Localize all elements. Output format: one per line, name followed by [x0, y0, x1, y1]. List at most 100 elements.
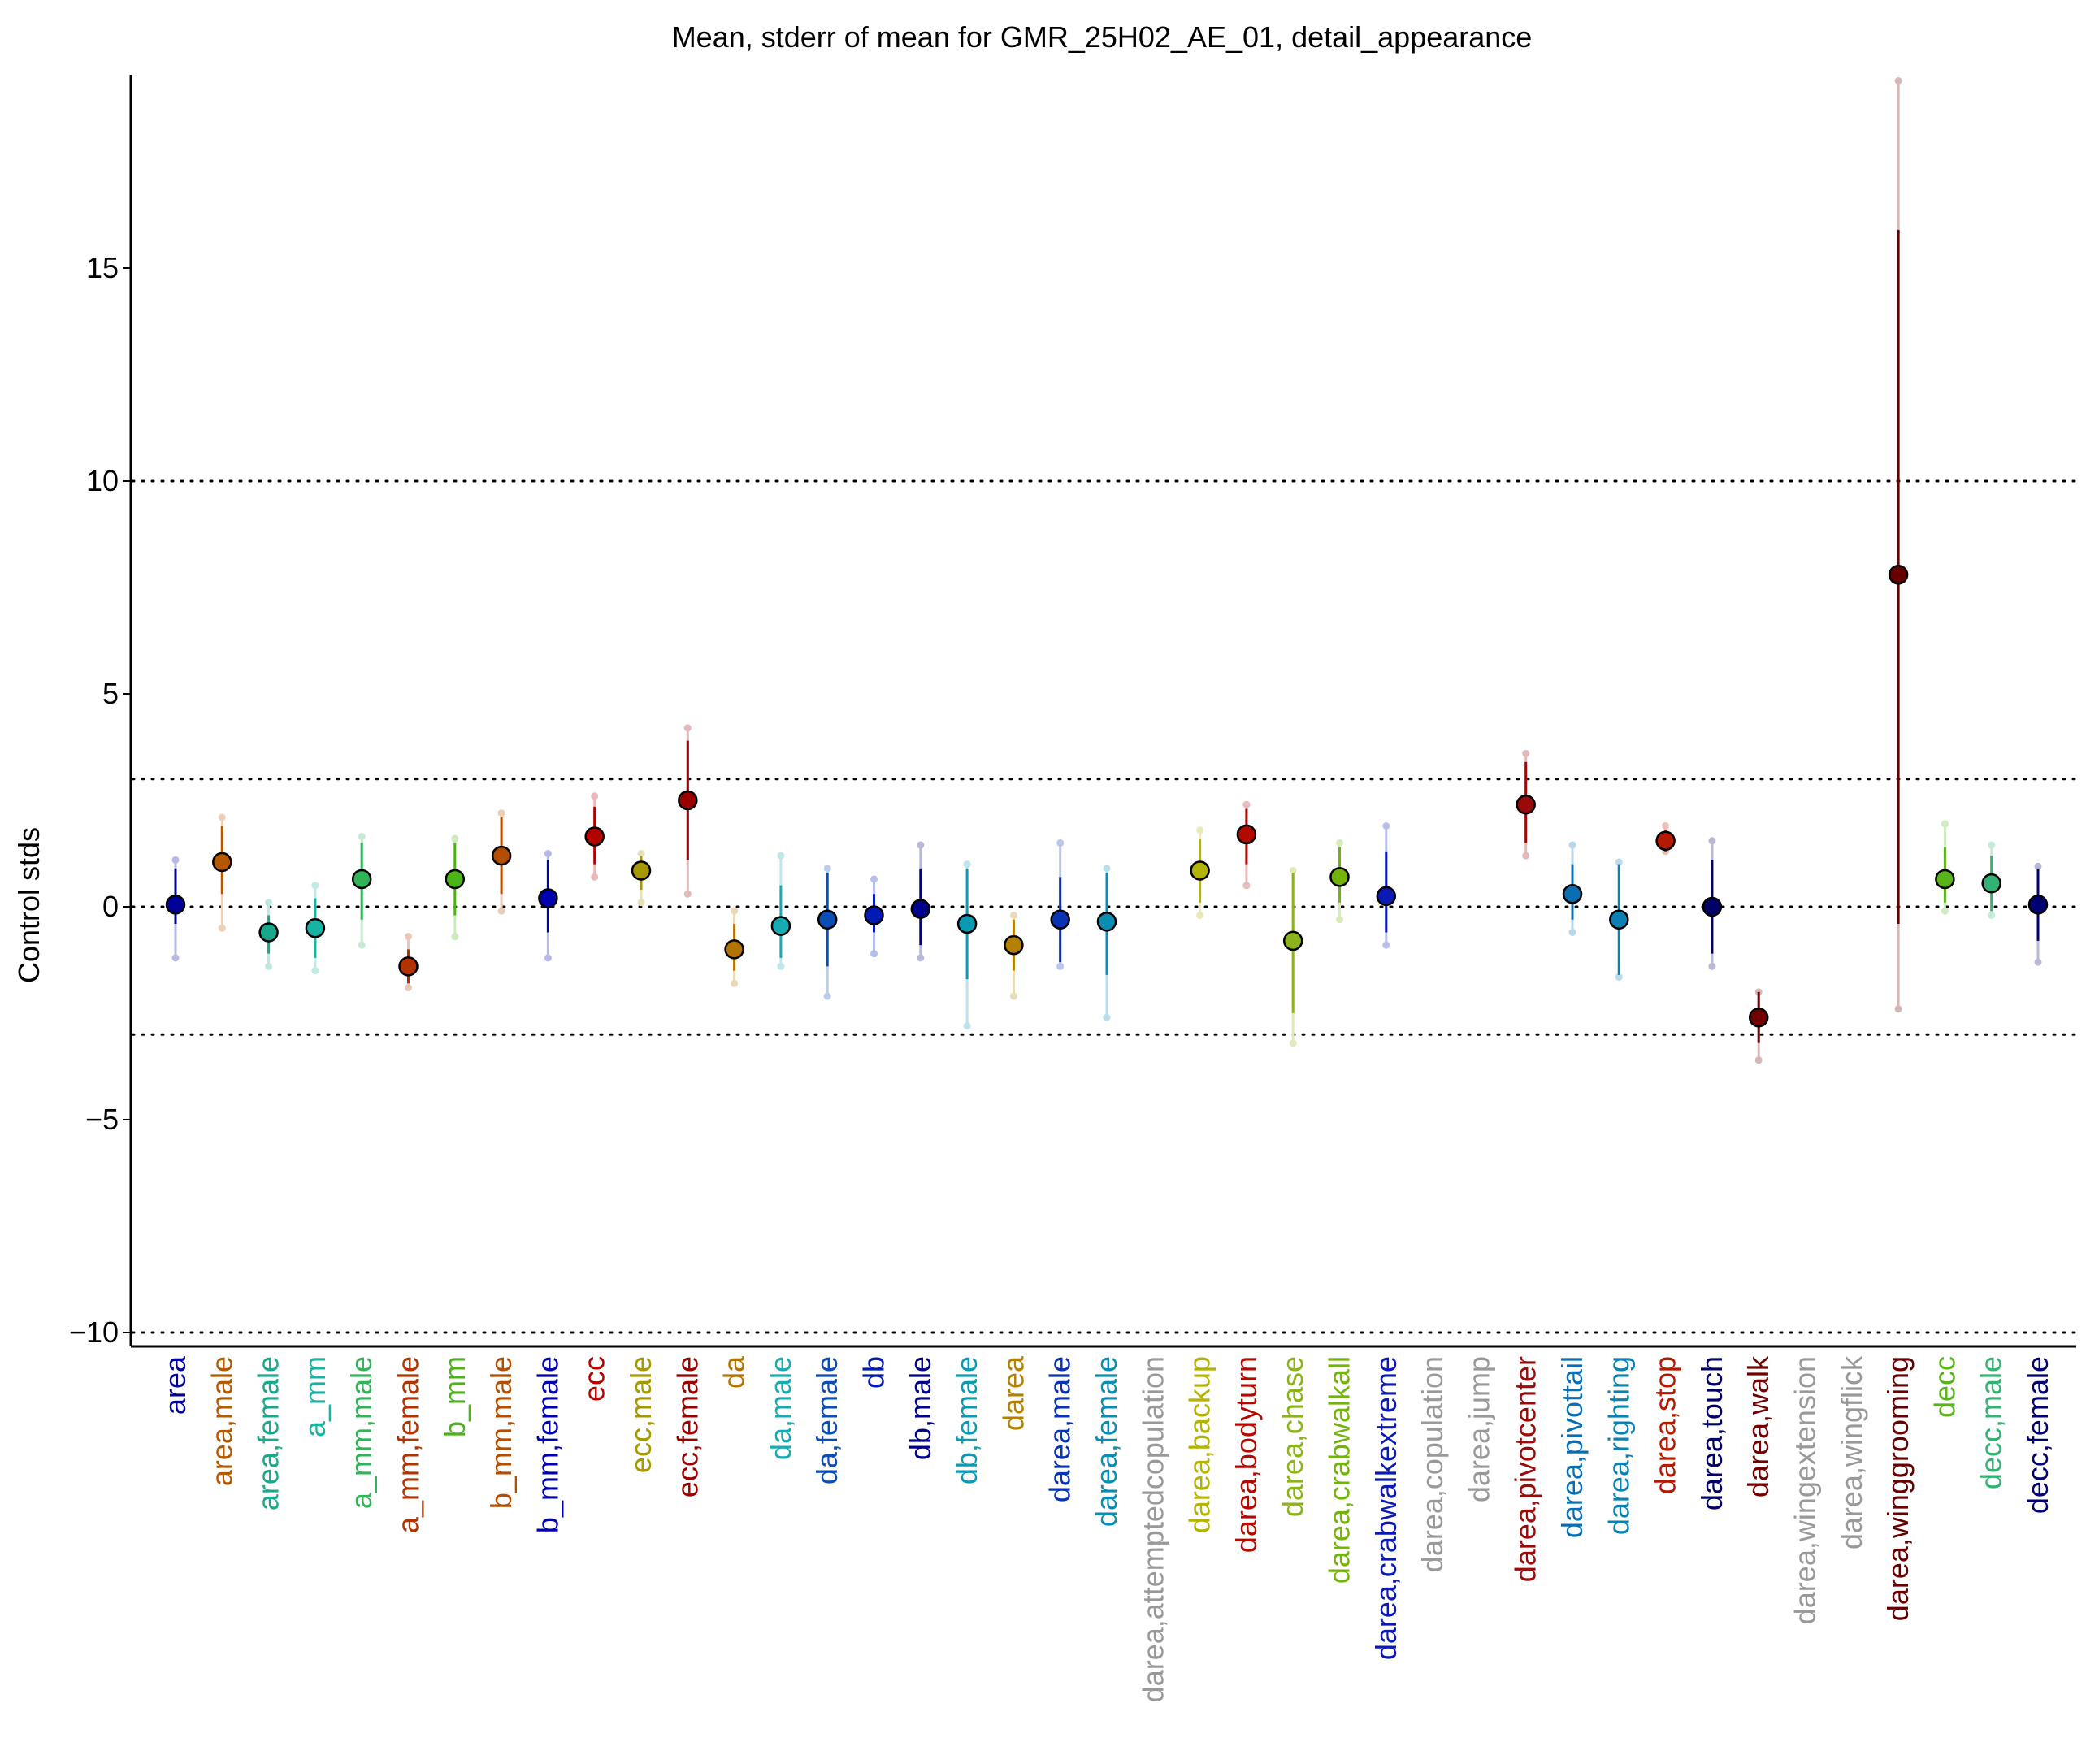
range-end-high [1336, 839, 1343, 847]
mean-marker [864, 905, 884, 925]
mean-marker [1329, 867, 1350, 887]
mean-marker [258, 922, 279, 943]
mean-marker [1282, 930, 1303, 951]
chart-title: Mean, stderr of mean for GMR_25H02_AE_01… [672, 20, 1533, 54]
range-end-high [917, 841, 925, 849]
range-end-high [870, 875, 878, 883]
range-end-low [823, 992, 831, 1000]
range-end-high [1009, 911, 1017, 919]
range-end-high [1568, 841, 1576, 849]
reference-lines [131, 479, 2078, 1334]
mean-marker [1888, 565, 1909, 585]
range-end-low [731, 979, 739, 987]
range-end-low [1196, 911, 1204, 919]
range-end-low [405, 984, 412, 992]
mean-marker [1236, 824, 1257, 845]
x-tick-label: darea,backup [1183, 1356, 1216, 1533]
range-end-high [218, 813, 226, 821]
x-tick-labels: area area,male area,female a_mm a_mm,male a_m… [158, 1355, 2054, 1702]
x-tick-label: a_mm [298, 1356, 332, 1437]
mean-marker [1655, 830, 1676, 852]
x-tick-label: darea,male [1043, 1356, 1077, 1502]
range-end-high [683, 724, 692, 732]
x-tick-label: darea,jump [1462, 1356, 1495, 1502]
x-tick-label: decc,male [1975, 1356, 2008, 1489]
range-end-low [358, 941, 366, 949]
range-end-high [823, 865, 831, 873]
range-end-low [1056, 962, 1065, 970]
x-tick-label: da,female [810, 1356, 844, 1484]
range-end-low [1568, 928, 1576, 936]
y-axis-label: Control stds [12, 827, 46, 983]
mean-marker [398, 956, 419, 977]
range-end-high [1941, 820, 1949, 828]
mean-marker [1516, 794, 1536, 815]
x-tick-label: ecc [578, 1356, 611, 1402]
mean-marker [1004, 934, 1024, 956]
mean-marker [956, 913, 978, 934]
x-tick-label: darea [996, 1355, 1030, 1431]
mean-marker [910, 899, 931, 919]
mean-marker [538, 888, 558, 908]
mean-marker [1562, 884, 1583, 904]
mean-marker [305, 917, 326, 938]
x-tick-label: area,female [252, 1356, 285, 1510]
range-end-low [963, 1022, 971, 1030]
y-tick-label: −10 [69, 1315, 119, 1349]
mean-marker [1096, 912, 1117, 932]
mean-marker [2027, 895, 2049, 915]
range-end-high [731, 907, 739, 915]
y-tick-label: 5 [102, 677, 119, 710]
x-tick-label: a_mm,female [392, 1356, 425, 1533]
mean-marker [491, 845, 512, 866]
range-end-high [544, 850, 552, 857]
y-ticks: −10 −5 0 5 10 15 [69, 251, 131, 1349]
range-end-low [683, 890, 692, 898]
range-end-low [497, 907, 505, 915]
mean-marker [678, 790, 698, 811]
y-tick-label: 0 [102, 890, 119, 923]
mean-marker [817, 909, 838, 930]
range-end-high [358, 833, 366, 841]
range-end-low [1289, 1039, 1297, 1047]
x-tick-label: darea,female [1090, 1356, 1123, 1527]
range-end-high [1382, 821, 1390, 830]
x-tick-label: area [158, 1355, 192, 1415]
range-end-high [1615, 858, 1623, 866]
range-end-high [497, 809, 505, 817]
range-end-high [171, 856, 180, 864]
error-bar-series [165, 76, 2049, 1064]
x-tick-label: b_mm [438, 1356, 471, 1437]
range-end-low [1894, 1005, 1902, 1013]
range-end-low [1522, 852, 1530, 860]
x-tick-label: db,male [904, 1356, 937, 1460]
mean-marker [165, 895, 186, 915]
range-end-high [311, 882, 319, 890]
x-tick-label: da [718, 1355, 751, 1389]
x-tick-label: darea,bodyturn [1229, 1356, 1263, 1553]
mean-marker [584, 826, 605, 847]
mean-marker [1050, 909, 1070, 930]
range-end-low [591, 873, 599, 881]
range-end-low [1708, 962, 1716, 970]
range-end-high [451, 834, 459, 843]
range-end-low [265, 962, 273, 970]
range-end-low [1941, 907, 1949, 915]
range-end-low [1336, 916, 1343, 924]
range-end-high [1708, 837, 1716, 845]
mean-marker [770, 916, 791, 936]
mean-marker [1376, 886, 1397, 907]
range-end-low [1103, 1013, 1111, 1021]
x-tick-label: darea,crabwalkextreme [1369, 1356, 1403, 1660]
x-tick-label: ecc,female [670, 1356, 704, 1497]
mean-marker [351, 869, 372, 890]
x-tick-label: darea,copulation [1416, 1356, 1449, 1572]
x-tick-label: db,female [950, 1356, 983, 1484]
range-end-high [637, 850, 645, 857]
mean-marker [1190, 860, 1210, 881]
range-end-high [1522, 749, 1530, 757]
mean-marker [724, 939, 744, 960]
x-tick-label: darea,pivottail [1555, 1356, 1589, 1538]
range-end-low [544, 954, 552, 962]
